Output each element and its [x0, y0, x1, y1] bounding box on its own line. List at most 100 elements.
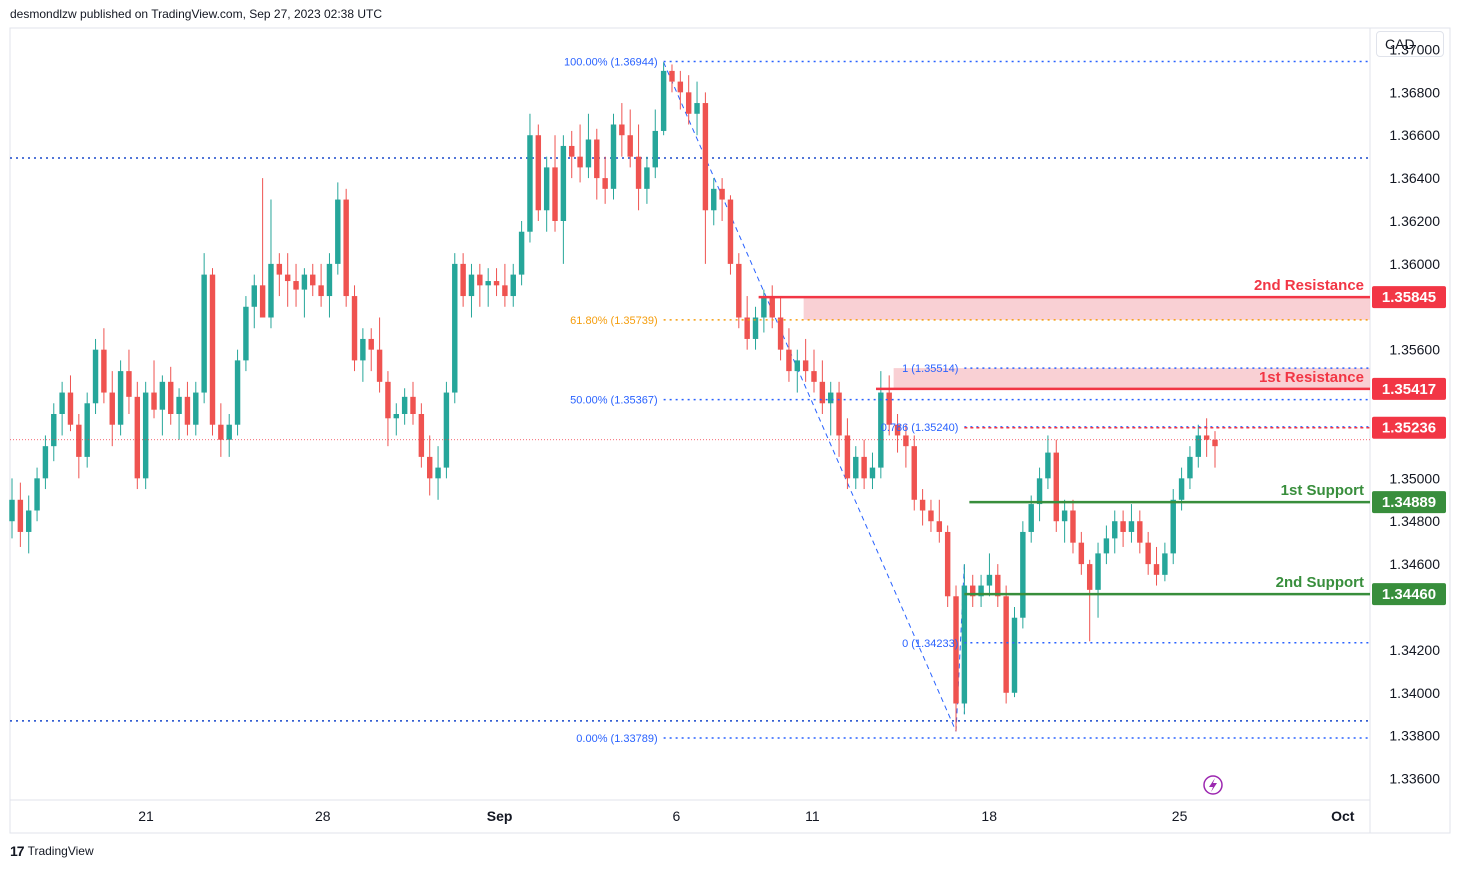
candle-body [410, 396, 416, 414]
y-tick-label: 1.34200 [1389, 642, 1440, 658]
candle-body [752, 317, 759, 339]
candle-body [919, 499, 926, 511]
candle [251, 274, 257, 329]
candle [401, 388, 408, 425]
candle-body [1045, 452, 1051, 479]
candle [827, 381, 834, 436]
candle-body [702, 103, 709, 211]
candle-body [502, 285, 508, 297]
candle [970, 574, 976, 607]
candle [1128, 504, 1135, 543]
candle-body [1103, 538, 1110, 554]
fib-level-label: 61.80% (1.35739) [570, 315, 657, 327]
candle-body [961, 585, 968, 704]
publisher-info: desmondlzw published on TradingView.com,… [10, 7, 383, 21]
candle-body [92, 349, 99, 404]
candle-body [518, 231, 525, 275]
candle-body [970, 585, 976, 597]
candle [594, 128, 600, 200]
x-tick-label: Oct [1331, 808, 1355, 824]
candle [268, 199, 274, 329]
candle [101, 328, 107, 404]
candle [193, 381, 199, 436]
candle-body [176, 396, 182, 414]
candle-body [109, 392, 115, 425]
candle-body [1145, 542, 1151, 565]
candle-body [560, 145, 567, 221]
candle [786, 328, 792, 382]
candle-body [151, 392, 157, 410]
candle [1145, 531, 1151, 575]
candle [485, 268, 491, 307]
candle-body [310, 274, 316, 286]
lightning-icon[interactable] [1203, 775, 1223, 795]
candle-body [827, 392, 834, 404]
candle-body [585, 139, 592, 168]
candle [911, 435, 917, 511]
candle-body [251, 285, 257, 307]
candle [978, 574, 984, 607]
candle [351, 285, 358, 372]
candle-body [360, 338, 366, 361]
currency-selector[interactable]: CAD [1376, 31, 1444, 57]
candle-body [711, 188, 717, 211]
candle [986, 553, 993, 597]
candle [92, 338, 99, 414]
candle-body [335, 199, 341, 264]
candle-body [452, 263, 458, 393]
candle-body [777, 317, 784, 350]
candle-body [25, 510, 32, 532]
candle-body [168, 381, 174, 414]
candle-body [184, 396, 191, 425]
candle [218, 403, 224, 457]
candle-body [944, 531, 951, 597]
x-tick-label: 21 [138, 808, 154, 824]
y-tick-label: 1.36000 [1389, 256, 1440, 272]
candle [276, 253, 283, 297]
candle-body [794, 360, 801, 372]
candle [126, 349, 132, 414]
candle-body [644, 167, 650, 189]
resistance-zone [803, 297, 1370, 320]
candle [1103, 525, 1110, 565]
sr-level-name: 2nd Support [1276, 574, 1364, 591]
candle-body [736, 263, 742, 318]
candle-body [318, 285, 324, 297]
candle-body [619, 124, 625, 136]
candle [677, 70, 684, 110]
candle [134, 381, 141, 490]
candle [861, 439, 867, 490]
candle [1061, 499, 1068, 543]
candle-body [878, 392, 884, 468]
candle-body [201, 274, 207, 393]
candle [109, 371, 115, 447]
candle-body [468, 274, 475, 297]
price-tag-bg [1372, 286, 1446, 309]
candle [527, 113, 533, 243]
candle-body [978, 585, 984, 597]
candle [42, 435, 49, 490]
candle [610, 113, 617, 200]
candle [619, 103, 625, 157]
candle-body [1153, 564, 1160, 575]
candle [869, 452, 876, 490]
fib-level-label: 0.786 (1.35240) [881, 422, 959, 434]
candle-body [660, 70, 667, 131]
candle-body [1020, 531, 1026, 618]
candle [393, 403, 400, 436]
candle [552, 135, 558, 232]
candle [777, 296, 784, 361]
candle [644, 156, 650, 204]
candle [410, 381, 416, 425]
candle-body [669, 70, 675, 82]
candle-body [17, 499, 24, 532]
candle-body [326, 263, 333, 297]
candle-body [1128, 521, 1135, 532]
candle-body [218, 424, 224, 440]
candle-body [694, 103, 700, 114]
candle-body [268, 263, 274, 318]
candle-body [343, 199, 349, 297]
candle [59, 381, 65, 436]
candle-body [995, 574, 1001, 597]
